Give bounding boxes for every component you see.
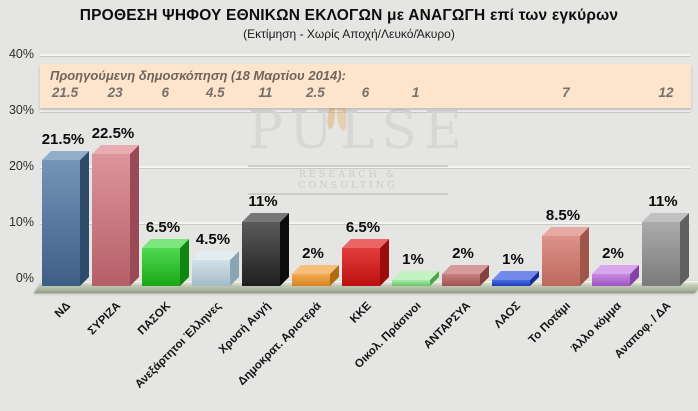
bar-column: 11% xyxy=(640,0,690,286)
gridline xyxy=(40,54,690,57)
y-axis-label: 40% xyxy=(8,47,34,61)
x-axis-label-cell: ΛΑΟΣ xyxy=(490,294,540,409)
x-axis-label-cell: ΝΔ xyxy=(40,294,90,409)
bar-column: 1% xyxy=(390,0,440,286)
previous-value xyxy=(591,85,641,100)
bar-column: 6.5% xyxy=(340,0,390,286)
bar-side-face xyxy=(680,213,689,286)
chart-subtitle: (Εκτίμηση - Χωρίς Αποχή/Λευκό/Άκυρο) xyxy=(243,27,455,41)
bar-column: 4.5% xyxy=(190,0,240,286)
bar-column: 22.5% xyxy=(90,0,140,286)
bar-front-face xyxy=(492,280,530,286)
bar-column: 11% xyxy=(240,0,290,286)
previous-poll-values: 21.5 23 6 4.5 11 2.5 6 1 7 12 xyxy=(40,85,691,100)
x-axis-label: ΠΑΣΟΚ xyxy=(136,300,174,338)
previous-poll-heading: Προηγούμενη δημοσκόπηση (18 Μαρτίου 2014… xyxy=(50,68,346,83)
y-axis-label: 20% xyxy=(8,159,34,173)
y-axis-label: 30% xyxy=(8,103,34,117)
bar-front-face xyxy=(292,274,330,286)
x-axis-label-cell: Οικολ. Πράσινοι xyxy=(353,294,440,409)
previous-poll-band: Προηγούμενη δημοσκόπηση (18 Μαρτίου 2014… xyxy=(40,64,691,108)
bar-value-label: 2% xyxy=(302,245,324,262)
x-axis-label-cell: Αναποφ. / ΔΑ xyxy=(613,294,690,409)
bar-value-label: 6.5% xyxy=(345,219,381,236)
bar-value-label: 2% xyxy=(452,245,474,262)
watermark-name: PULSE xyxy=(248,101,470,161)
previous-value: 7 xyxy=(562,85,570,100)
bar-column: 2% xyxy=(440,0,490,286)
bar-front-face xyxy=(592,274,630,286)
bar-column: 2% xyxy=(590,0,640,286)
previous-value: 11 xyxy=(258,85,273,100)
bar-front-face xyxy=(242,222,280,286)
bar-column: 2% xyxy=(290,0,340,286)
bar-front-face xyxy=(192,260,230,286)
gridline xyxy=(40,222,690,225)
y-axis-label: 0% xyxy=(15,271,34,285)
bar-value-label: 1% xyxy=(502,251,524,268)
previous-value: 23 xyxy=(107,85,123,100)
chart-title: ΠΡΟΘΕΣΗ ΨΗΦΟΥ ΕΘΝΙΚΩΝ ΕΚΛΟΓΩΝ με ΑΝΑΓΩΓΗ… xyxy=(79,7,619,24)
x-axis-label: ΚΚΕ xyxy=(347,300,374,326)
bar-value-label: 4.5% xyxy=(195,231,231,248)
previous-value: 1 xyxy=(411,85,420,100)
x-axis-label-cell: Ανεξάρτητοι Έλληνες xyxy=(133,294,240,409)
x-axis-label: ΝΔ xyxy=(53,300,74,321)
bars-area: 21.5% 22.5% 6.5% 4.5% 11% 2% 6.5% 1% 2% 1% 8.5% 2% 1… xyxy=(40,0,690,286)
bar-side-face xyxy=(130,145,139,286)
previous-value: 21.5 xyxy=(51,85,79,100)
pulse-watermark: PULSE RESEARCH & CONSULTING xyxy=(248,92,470,195)
bar-column: 8.5% xyxy=(540,0,590,286)
previous-value: 2.5 xyxy=(306,85,325,100)
bar-value-label: 1% xyxy=(402,251,424,268)
x-axis-label-cell: ΣΥΡΙΖΑ xyxy=(86,294,140,409)
previous-value: 6 xyxy=(361,85,370,100)
bar-column: 21.5% xyxy=(40,0,90,286)
bar-front-face xyxy=(442,274,480,286)
bar-value-label: 11% xyxy=(248,193,278,210)
gridline xyxy=(40,166,690,169)
bar-value-label: 11% xyxy=(648,193,678,210)
previous-value: 4.5 xyxy=(205,85,225,100)
previous-value xyxy=(491,85,541,100)
bar-value-label: 8.5% xyxy=(545,207,581,224)
x-axis-labels: ΝΔ ΣΥΡΙΖΑ ΠΑΣΟΚ Ανεξάρτητοι Έλληνες Χρυσή Αυ… xyxy=(40,294,690,409)
gridline xyxy=(40,110,690,113)
bar-value-label: 2% xyxy=(602,245,624,262)
x-axis-label-cell: Το Ποτάμι xyxy=(527,294,590,409)
bar-value-label: 21.5% xyxy=(41,131,85,148)
x-axis-label-cell: ΑΝΤΑΡΣΥΑ xyxy=(422,294,490,409)
bar-side-face xyxy=(80,151,89,286)
bar-column: 1% xyxy=(490,0,540,286)
bar-front-face xyxy=(92,154,130,286)
x-axis-label-cell: Δημοκρατ. Αριστερά xyxy=(236,294,340,409)
bar-value-label: 22.5% xyxy=(91,125,135,142)
bar-front-face xyxy=(392,280,430,286)
bar-front-face xyxy=(342,248,380,286)
watermark-tagline: RESEARCH & CONSULTING xyxy=(248,165,448,195)
previous-value xyxy=(441,85,491,100)
previous-value: 6 xyxy=(161,85,169,100)
bar-front-face xyxy=(142,248,180,286)
x-axis-label: ΣΥΡΙΖΑ xyxy=(86,300,124,338)
bar-front-face xyxy=(42,160,80,286)
bar-value-label: 6.5% xyxy=(145,219,181,236)
y-axis-label: 10% xyxy=(8,215,34,229)
bar-front-face xyxy=(642,222,680,286)
previous-value: 12 xyxy=(658,85,674,100)
x-axis-label: ΛΑΟΣ xyxy=(492,300,524,331)
bar-column: 6.5% xyxy=(140,0,190,286)
bar-front-face xyxy=(542,236,580,286)
